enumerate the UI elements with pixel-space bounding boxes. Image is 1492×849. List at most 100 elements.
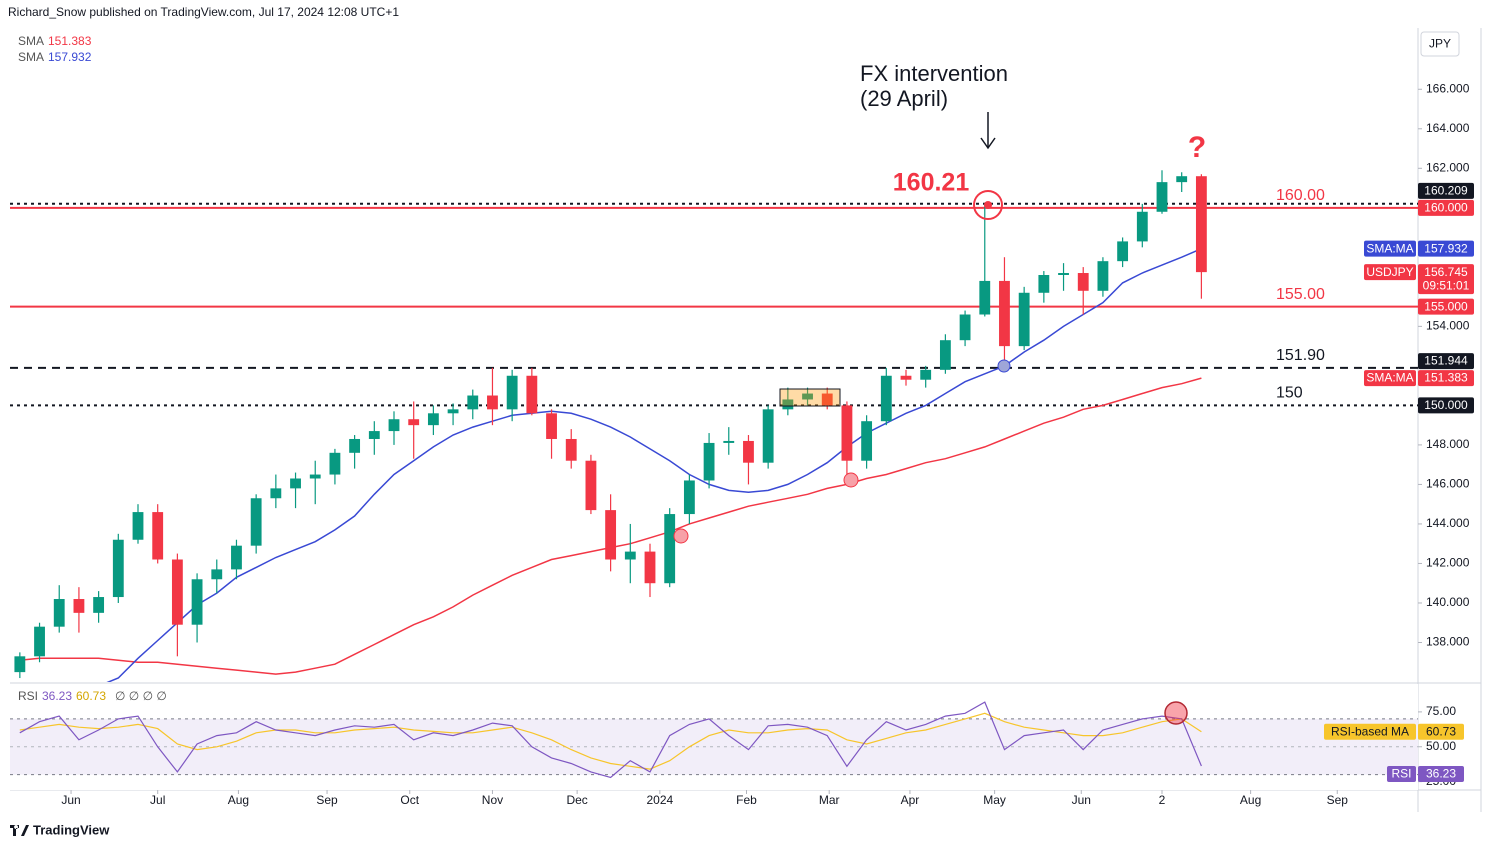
legend-value: 151.383	[48, 34, 92, 48]
candle-body	[34, 626, 45, 657]
tag-name: SMA:MA	[1366, 371, 1413, 385]
candle-body	[309, 474, 321, 479]
price-tag	[1418, 353, 1474, 370]
candle-body	[605, 510, 617, 560]
price-tag	[1418, 264, 1474, 295]
candle-body	[703, 442, 715, 481]
candle-body	[999, 280, 1010, 347]
countdown: 09:51:01	[1423, 278, 1470, 292]
y-tick-label: 154.000	[1426, 319, 1470, 333]
tag-name: SMA:MA	[1366, 241, 1413, 255]
x-tick-label: Aug	[228, 793, 249, 807]
price-tag	[1418, 370, 1474, 387]
candle-body	[270, 488, 282, 499]
rsi-tag	[1418, 723, 1464, 740]
high-circle	[973, 190, 1003, 220]
candle-body	[624, 551, 636, 560]
candle-body	[959, 314, 971, 341]
candle-body	[1097, 261, 1109, 291]
price-tag-label: 160.000	[1424, 200, 1468, 214]
candle-body	[664, 514, 676, 584]
level-label: 151.90	[1276, 347, 1325, 364]
level-label: 150	[1276, 385, 1303, 402]
candle-body	[565, 438, 577, 461]
x-tick-label: Oct	[400, 793, 419, 807]
brand: TradingView	[33, 822, 110, 837]
price-tag	[1418, 199, 1474, 216]
rsi-tag	[1418, 765, 1464, 782]
rsi-tag-label: 36.23	[1426, 767, 1456, 781]
byline: Richard_Snow published on TradingView.co…	[8, 5, 399, 19]
rsi-line	[19, 701, 1202, 779]
y-tick-label: 166.000	[1426, 81, 1470, 95]
candle-body	[1117, 241, 1129, 262]
consolidation-box	[779, 388, 841, 407]
y-tick-label: 144.000	[1426, 516, 1470, 530]
candle-body	[290, 478, 301, 489]
x-tick-label: 2024	[646, 793, 673, 807]
level-label: 155.00	[1276, 286, 1325, 303]
arrow-head	[980, 137, 996, 150]
candle-body	[1018, 292, 1030, 347]
candle-body	[14, 656, 26, 673]
candle-body	[762, 409, 774, 463]
x-tick-label: Jun	[61, 793, 80, 807]
candle-body	[880, 375, 892, 422]
marker	[997, 359, 1011, 373]
candle-body	[1195, 176, 1207, 273]
y-tick-label: 142.000	[1426, 556, 1470, 570]
y-tick-label: 138.000	[1426, 635, 1470, 649]
rsi-tag-name-box	[1324, 723, 1416, 740]
candle-body	[93, 597, 105, 613]
price-tag	[1418, 240, 1474, 257]
candle-body	[171, 559, 183, 625]
candle-body	[112, 539, 124, 598]
price-tags: 160.209 160.000 155.000 151.944 150.000 151.3…	[1364, 182, 1474, 414]
candle-body	[683, 480, 695, 515]
price-tag-label: 157.932	[1424, 241, 1468, 255]
price-tag-label: 151.944	[1424, 354, 1468, 368]
tag-name-box	[1364, 264, 1416, 281]
x-tick-label: Sep	[316, 793, 338, 807]
legend-extra: ∅ ∅ ∅ ∅	[115, 689, 167, 703]
y-tick-label: 140.000	[1426, 595, 1470, 609]
marker	[843, 472, 859, 488]
candle-body	[132, 512, 144, 540]
candle-body	[1077, 273, 1089, 291]
x-tick-label: Apr	[901, 793, 920, 807]
candle-body	[526, 375, 538, 414]
x-tick-label: Jun	[1072, 793, 1091, 807]
candle-body	[250, 498, 262, 546]
rsi-tag-label: 60.73	[1426, 724, 1456, 738]
y-tick-label: 164.000	[1426, 121, 1470, 135]
legend-value: 157.932	[48, 50, 92, 64]
tag-name: USDJPY	[1366, 265, 1413, 279]
drawings: 160.21 FX intervention (29 April) ?	[673, 61, 1206, 725]
candle-body	[723, 440, 735, 443]
tag-name-box	[1364, 240, 1416, 257]
tag-name-box	[1364, 370, 1416, 387]
currency-box[interactable]	[1420, 31, 1460, 57]
candle-body	[920, 369, 932, 380]
candle-body	[743, 440, 754, 463]
brand-logo	[10, 825, 29, 836]
annotation: (29 April)	[860, 86, 948, 111]
x-tick-label: Feb	[736, 793, 757, 807]
candle-body	[861, 421, 873, 461]
candle-body	[487, 395, 498, 410]
question-mark: ?	[1188, 131, 1206, 164]
high-annotation: 160.21	[893, 169, 970, 197]
candle-body	[329, 452, 341, 475]
candle-body	[585, 460, 597, 511]
y-tick-label: 75.00	[1426, 704, 1456, 718]
rsi-line	[19, 712, 1202, 770]
legend-name: SMA	[18, 50, 44, 64]
candle-body	[427, 413, 439, 426]
candle-body	[211, 569, 223, 580]
candle-body	[644, 551, 656, 584]
price-tag-label: 150.000	[1424, 398, 1468, 412]
candle-body	[447, 409, 459, 414]
candle-body	[939, 340, 951, 370]
price-tag	[1418, 397, 1474, 414]
